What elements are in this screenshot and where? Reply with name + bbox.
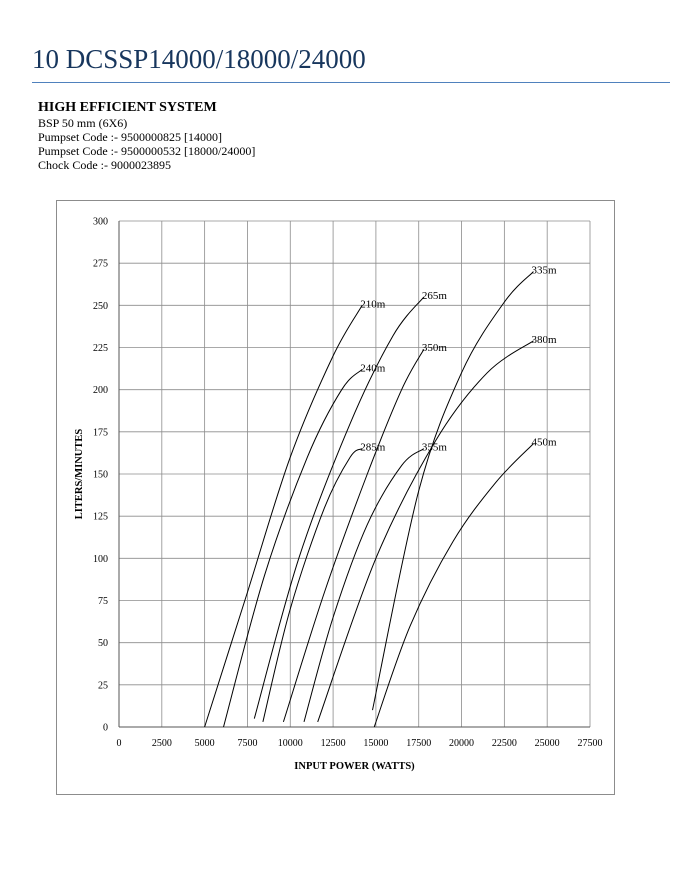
x-tick-label: 25000 — [535, 738, 560, 749]
series-label: 450m — [531, 437, 557, 449]
y-tick-label: 225 — [93, 343, 108, 354]
info-line-bsp: BSP 50 mm (6X6) — [38, 116, 128, 130]
info-line-chock-code: Chock Code :- 9000023895 — [38, 158, 171, 172]
x-tick-label: 12500 — [321, 738, 346, 749]
y-tick-label: 275 — [93, 259, 108, 270]
series-label: 240m — [360, 362, 386, 374]
chart-frame: 0 2500 5000 7500 10000 12500 15000 17500 20000 22… — [56, 200, 615, 795]
x-tick-label: 15000 — [363, 738, 388, 749]
y-tick-label: 100 — [93, 554, 108, 565]
page-title: 10 DCSSP14000/18000/24000 — [32, 44, 366, 74]
info-line-pumpset-14000: Pumpset Code :- 9500000825 [14000] — [38, 130, 222, 144]
y-tick-label: 125 — [93, 512, 108, 523]
x-tick-label: 20000 — [449, 738, 474, 749]
series-line — [303, 448, 425, 723]
y-tick-label: 75 — [98, 596, 108, 607]
x-axis-label: INPUT POWER (WATTS) — [294, 761, 415, 772]
x-tick-label: 17500 — [406, 738, 431, 749]
series-line — [204, 305, 363, 728]
y-tick-label: 200 — [93, 385, 108, 396]
series-line — [223, 369, 363, 728]
series-label: 265m — [422, 290, 448, 302]
x-tick-label: 27500 — [578, 738, 603, 749]
series-label: 210m — [360, 298, 386, 310]
info-heading: HIGH EFFICIENT SYSTEM — [38, 100, 217, 115]
y-tick-label: 250 — [93, 301, 108, 312]
x-tick-label: 7500 — [237, 738, 257, 749]
x-tick-label: 0 — [117, 738, 122, 749]
y-tick-label: 0 — [103, 723, 108, 734]
series-label: 380m — [531, 334, 557, 346]
y-tick-label: 150 — [93, 470, 108, 481]
series-line — [317, 340, 534, 723]
series-line — [282, 348, 425, 723]
series-line — [262, 448, 363, 723]
series-line — [372, 271, 534, 711]
info-block: HIGH EFFICIENT SYSTEM BSP 50 mm (6X6) Pu… — [38, 99, 255, 172]
performance-chart: 0 2500 5000 7500 10000 12500 15000 17500 20000 22… — [74, 217, 603, 773]
y-tick-label: 175 — [93, 427, 108, 438]
y-tick-label: 50 — [98, 638, 108, 649]
series-label: 350m — [422, 342, 448, 354]
info-line-pumpset-18000-24000: Pumpset Code :- 9500000532 [18000/24000] — [38, 144, 256, 158]
y-axis-label: LITERS/MINUTES — [74, 429, 85, 520]
x-tick-label: 22500 — [492, 738, 517, 749]
y-tick-label: 25 — [98, 680, 108, 691]
title-divider — [32, 82, 670, 83]
series-label: 285m — [360, 442, 386, 454]
series-label: 335m — [531, 265, 557, 277]
x-tick-label: 5000 — [195, 738, 215, 749]
series-line — [253, 296, 425, 719]
y-tick-label: 300 — [93, 217, 108, 228]
x-tick-label: 10000 — [278, 738, 303, 749]
series-label: 355m — [422, 442, 448, 454]
series-line — [373, 443, 534, 728]
x-tick-label: 2500 — [152, 738, 172, 749]
